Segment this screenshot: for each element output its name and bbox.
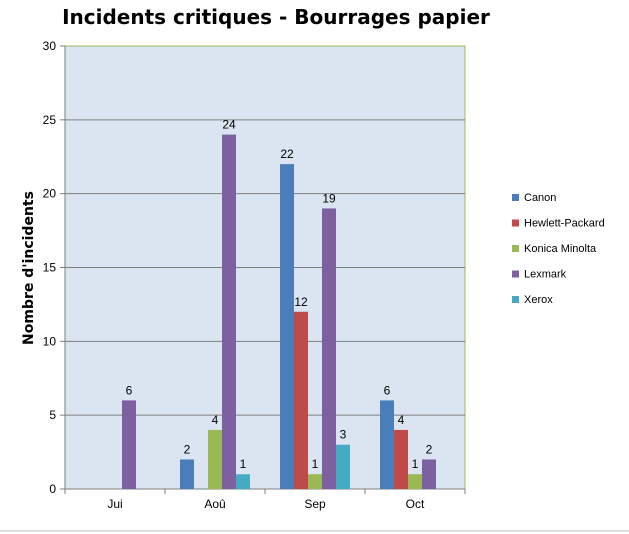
data-label: 3	[340, 428, 347, 442]
bar-konica-minolta-sep	[308, 474, 322, 489]
data-label: 1	[412, 457, 419, 471]
bar-xerox-sep	[336, 444, 350, 489]
legend: Canon Hewlett-Packard Konica Minolta Lexmar…	[512, 192, 605, 306]
legend-swatch	[512, 270, 519, 278]
data-label: 24	[222, 118, 236, 132]
x-tick-label: Sep	[304, 497, 326, 511]
bar-hewlett-packard-oct	[394, 429, 408, 489]
x-tick-label: Aoû	[204, 497, 225, 511]
legend-swatch	[512, 296, 519, 303]
bar-lexmark-aoû	[222, 134, 236, 489]
data-label: 19	[322, 191, 336, 205]
bar-canon-oct	[380, 400, 394, 489]
x-tick-label: Jui	[107, 497, 122, 511]
data-label: 2	[184, 442, 191, 456]
bar-lexmark-oct	[422, 459, 436, 489]
data-label: 2	[426, 442, 433, 456]
data-label: 12	[294, 295, 308, 309]
legend-label: Canon	[524, 192, 556, 204]
data-label: 1	[240, 457, 247, 471]
legend-label: Hewlett-Packard	[524, 218, 605, 230]
y-tick-label: 5	[49, 408, 56, 422]
y-tick-label: 10	[43, 334, 57, 348]
bars	[122, 134, 436, 489]
data-label: 1	[312, 457, 319, 471]
y-tick-label: 15	[43, 261, 57, 275]
data-label: 6	[384, 383, 391, 397]
bar-hewlett-packard-sep	[294, 311, 308, 489]
legend-swatch	[512, 219, 519, 227]
y-tick-label: 20	[43, 187, 57, 201]
legend-swatch	[512, 245, 519, 252]
bar-xerox-aoû	[236, 474, 250, 489]
chart-title: Incidents critiques - Bourrages papier	[62, 5, 490, 29]
bar-konica-minolta-aoû	[208, 429, 222, 489]
y-tick-label: 0	[49, 482, 56, 496]
bar-konica-minolta-oct	[408, 474, 422, 489]
y-tick-label: 30	[43, 39, 57, 53]
legend-label: Xerox	[524, 294, 553, 306]
y-tick-label: 25	[43, 113, 57, 127]
data-label: 4	[212, 413, 219, 427]
data-label: 4	[398, 413, 405, 427]
x-axis-ticks: Jui Aoû Sep Oct	[64, 489, 466, 511]
data-label: 6	[126, 383, 133, 397]
data-label: 22	[280, 147, 294, 161]
y-axis-label: Nombre d'incidents	[21, 191, 37, 345]
legend-label: Konica Minolta	[524, 243, 597, 255]
bar-lexmark-jui	[122, 400, 136, 489]
bar-lexmark-sep	[322, 208, 336, 489]
legend-swatch	[512, 194, 519, 201]
bar-canon-aoû	[180, 459, 194, 489]
legend-label: Lexmark	[524, 269, 567, 281]
bar-canon-sep	[280, 164, 294, 489]
x-tick-label: Oct	[406, 497, 425, 511]
